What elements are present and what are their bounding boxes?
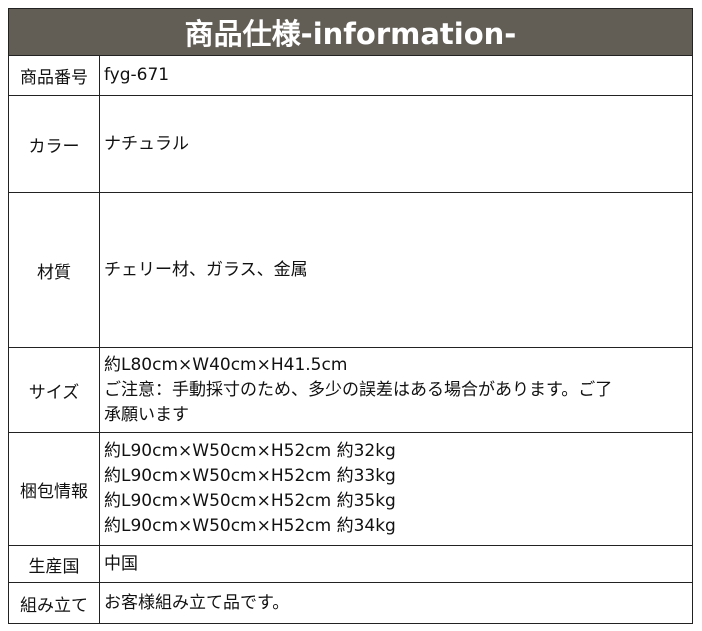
row-value: チェリー材、ガラス、金属 — [100, 193, 692, 347]
row-value: fyg-671 — [100, 56, 692, 95]
value-line: 約L80cm×W40cm×H41.5cm — [104, 354, 348, 375]
row-country: 生産国 中国 — [9, 546, 692, 583]
value-line: お客様組み立て品です。 — [104, 592, 290, 613]
value-line: 承願います — [104, 404, 189, 425]
row-value: ナチュラル — [100, 96, 692, 192]
value-line: 約L90cm×W50cm×H52cm 約35kg — [104, 491, 396, 511]
row-label: 生産国 — [9, 546, 100, 582]
value-line: 約L90cm×W50cm×H52cm 約32kg — [104, 441, 396, 461]
row-label: 材質 — [9, 193, 100, 347]
row-label: 組み立て — [9, 583, 100, 623]
row-value: 中国 — [100, 546, 692, 582]
row-assembly: 組み立て お客様組み立て品です。 — [9, 583, 692, 623]
row-label: サイズ — [9, 348, 100, 432]
spec-table: 商品仕様-information- 商品番号 fyg-671 カラー ナチュラル 材質チ… — [8, 8, 693, 624]
value-line: fyg-671 — [104, 65, 170, 85]
row-label: カラー — [9, 96, 100, 192]
row-size: サイズ 約L80cm×W40cm×H41.5cm ご注意：手動採寸のため、多少の誤差… — [9, 348, 692, 433]
table-title: 商品仕様-information- — [9, 9, 692, 56]
value-line: ナチュラル — [104, 133, 189, 154]
value-line: 中国 — [104, 553, 138, 574]
row-value: お客様組み立て品です。 — [100, 583, 692, 623]
row-packaging: 梱包情報 約L90cm×W50cm×H52cm 約32kg 約L90cm×W50cm… — [9, 433, 692, 546]
value-line: 約L90cm×W50cm×H52cm 約33kg — [104, 466, 396, 486]
row-label: 梱包情報 — [9, 433, 100, 545]
value-line: ご注意：手動採寸のため、多少の誤差はある場合があります。ご了 — [104, 379, 613, 400]
row-color: カラー ナチュラル — [9, 96, 692, 193]
value-line: 約L90cm×W50cm×H52cm 約34kg — [104, 516, 396, 536]
row-material: 材質 チェリー材、ガラス、金属 — [9, 193, 692, 348]
value-line: チェリー材、ガラス、金属 — [104, 259, 308, 280]
row-label: 商品番号 — [9, 56, 100, 95]
row-value: 約L80cm×W40cm×H41.5cm ご注意：手動採寸のため、多少の誤差はある… — [100, 348, 692, 432]
row-product-number: 商品番号 fyg-671 — [9, 56, 692, 96]
row-value: 約L90cm×W50cm×H52cm 約32kg 約L90cm×W50cm×H52… — [100, 433, 692, 545]
